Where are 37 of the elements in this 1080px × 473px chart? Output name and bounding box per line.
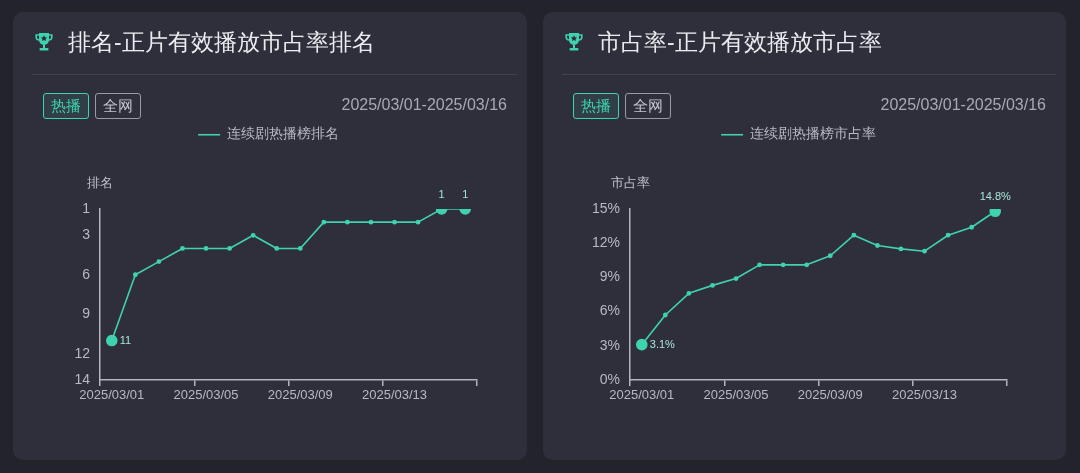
x-tick-label: 2025/03/05 bbox=[703, 387, 769, 403]
y-tick-label: 9 bbox=[82, 305, 91, 322]
y-tick-label: 0% bbox=[599, 370, 620, 387]
y-tick-label: 6 bbox=[82, 265, 91, 282]
x-tick-label: 2025/03/01 bbox=[609, 387, 675, 403]
y-tick-label: 6% bbox=[599, 302, 620, 319]
chart-subtitle: 2025/03/01-2025/03/16 bbox=[341, 96, 507, 114]
x-tick-label: 2025/03/09 bbox=[797, 387, 863, 403]
data-label: 1 bbox=[438, 187, 445, 200]
y-tick-label: 3 bbox=[82, 226, 91, 243]
toggle-button[interactable]: 全网 bbox=[625, 93, 671, 119]
y-axis-title: 市占率 bbox=[610, 174, 650, 190]
data-label: 14.8% bbox=[979, 189, 1012, 202]
chart-title: 市占率-正片有效播放市占率 bbox=[598, 27, 882, 57]
data-label: 11 bbox=[119, 333, 132, 346]
chart-subtitle: 2025/03/01-2025/03/16 bbox=[880, 96, 1046, 114]
x-tick-label: 2025/03/05 bbox=[173, 387, 239, 403]
legend-label: 连续剧热播榜市占率 bbox=[749, 126, 876, 142]
x-tick-label: 2025/03/01 bbox=[79, 387, 145, 403]
data-label: 3.1% bbox=[649, 337, 676, 350]
y-tick-label: 12 bbox=[74, 344, 91, 361]
legend-label: 连续剧热播榜排名 bbox=[226, 126, 339, 142]
y-tick-label: 15% bbox=[591, 199, 620, 216]
y-tick-label: 14 bbox=[74, 370, 91, 387]
y-tick-label: 3% bbox=[599, 336, 620, 353]
y-tick-label: 9% bbox=[599, 268, 620, 285]
x-tick-label: 2025/03/13 bbox=[891, 387, 958, 403]
data-label: 1 bbox=[462, 187, 469, 200]
toggle-button[interactable]: 全网 bbox=[95, 93, 141, 119]
x-tick-label: 2025/03/13 bbox=[361, 387, 428, 403]
y-tick-label: 1 bbox=[82, 199, 91, 216]
y-tick-label: 12% bbox=[591, 234, 620, 251]
toggle-button[interactable]: 热播 bbox=[573, 93, 619, 119]
chart-title: 排名-正片有效播放市占率排名 bbox=[68, 27, 375, 57]
y-axis-title: 排名 bbox=[87, 174, 113, 190]
toggle-button[interactable]: 热播 bbox=[43, 93, 89, 119]
x-tick-label: 2025/03/09 bbox=[267, 387, 333, 403]
